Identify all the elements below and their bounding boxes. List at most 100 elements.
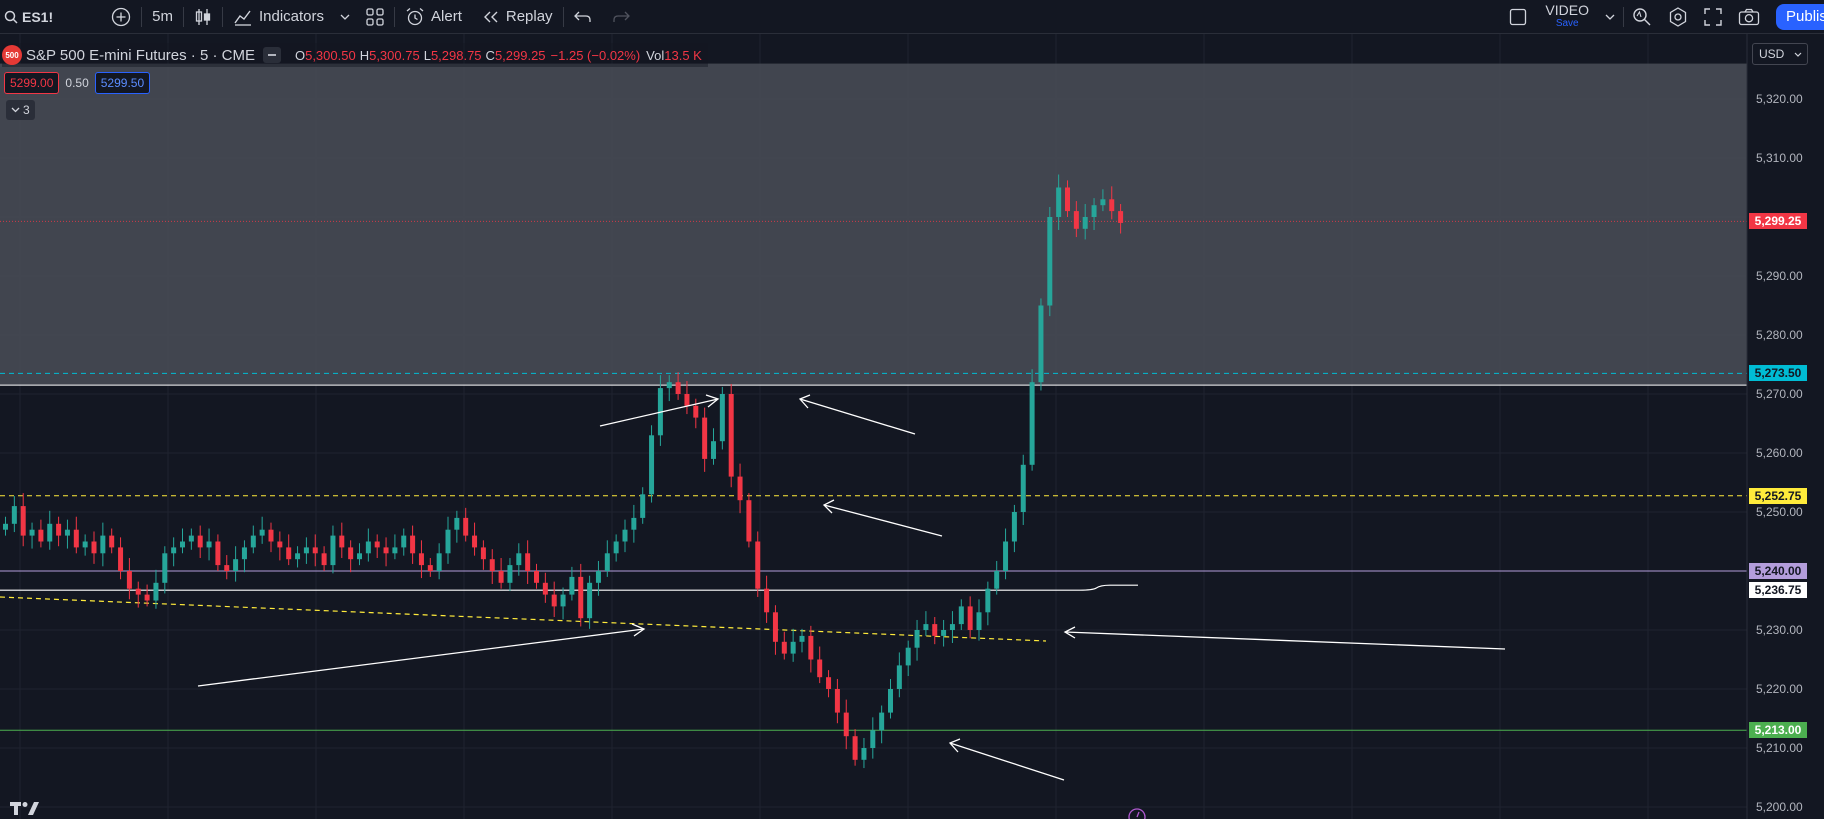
toolbar-divider xyxy=(221,6,223,27)
timezone-icon[interactable] xyxy=(1128,806,1146,819)
candle-body xyxy=(1003,541,1009,571)
square-icon xyxy=(1510,8,1527,25)
interval-button[interactable]: 5m xyxy=(142,0,183,33)
candle-body xyxy=(233,559,239,571)
candle-body xyxy=(348,547,354,560)
candle-body xyxy=(932,624,938,636)
candle-body xyxy=(834,689,840,713)
symbol-search[interactable]: ES1! xyxy=(0,0,63,33)
tradingview-logo[interactable] xyxy=(10,800,40,816)
candle-body xyxy=(277,541,283,548)
candle-body xyxy=(1065,187,1070,212)
alert-button[interactable]: Alert xyxy=(395,0,472,33)
candle-body xyxy=(595,571,601,583)
price-tick-label: 5,250.00 xyxy=(1756,505,1803,519)
arrow-annotation xyxy=(1063,626,1506,650)
yellow-trendline[interactable] xyxy=(0,596,1047,642)
price-tick-label: 5,280.00 xyxy=(1756,328,1803,342)
settings-button[interactable] xyxy=(1660,0,1696,33)
save-link[interactable]: Save xyxy=(1555,17,1579,29)
quick-search-button[interactable] xyxy=(1624,0,1660,33)
layouts-button[interactable] xyxy=(356,0,394,33)
layout-name-button[interactable]: VIDEO Save xyxy=(1537,1,1597,30)
candle-body xyxy=(1011,512,1017,542)
camera-icon xyxy=(1738,8,1760,25)
fullscreen-button[interactable] xyxy=(1696,0,1730,33)
layout-select-button[interactable] xyxy=(1499,0,1537,33)
indicators-dropdown[interactable] xyxy=(334,0,356,33)
candle-body xyxy=(1056,187,1062,217)
buy-price-button[interactable]: 5299.50 xyxy=(94,72,151,94)
candle-body xyxy=(357,553,362,560)
candle-body xyxy=(64,529,70,536)
toolbar-divider xyxy=(562,6,564,27)
indicators-toggle[interactable]: 3 xyxy=(6,100,35,120)
candle-body xyxy=(1038,305,1044,383)
candle-body xyxy=(109,535,115,548)
candle-body xyxy=(967,606,973,630)
price-tick-label: 5,290.00 xyxy=(1756,269,1803,283)
candle-body xyxy=(569,576,575,595)
resistance-zone[interactable] xyxy=(0,63,1747,386)
candle-body xyxy=(941,630,947,636)
candle-body xyxy=(365,541,371,554)
arrow-annotation xyxy=(822,499,943,537)
candle-body xyxy=(339,535,345,548)
replay-button[interactable]: Replay xyxy=(472,0,563,33)
replay-label: Replay xyxy=(505,8,553,25)
price-axis-background xyxy=(1748,34,1824,819)
volume-value: 13.5 K xyxy=(664,47,702,63)
high-value: 5,300.75 xyxy=(369,47,420,63)
candle-body xyxy=(578,576,584,619)
toolbar-divider xyxy=(1623,6,1624,27)
legend-collapse-button[interactable] xyxy=(262,47,281,63)
indicators-button[interactable]: Indicators xyxy=(223,0,334,33)
symbol-label: ES1! xyxy=(22,8,54,25)
currency-select[interactable]: USD xyxy=(1752,43,1808,65)
candle-body xyxy=(542,582,548,595)
price-tick-label: 5,230.00 xyxy=(1756,623,1803,637)
candle-body xyxy=(118,547,124,571)
candle-body xyxy=(799,635,805,642)
candles-icon xyxy=(195,8,211,25)
candle-body xyxy=(250,535,256,548)
candle-body xyxy=(126,571,132,589)
redo-button[interactable] xyxy=(602,0,640,33)
candle-body xyxy=(29,529,35,536)
candle-body xyxy=(1091,205,1097,217)
top-toolbar: ES1! 5m Indicators Alert Replay VIDEO xyxy=(0,0,1824,34)
candle-body xyxy=(418,553,424,566)
instrument-title[interactable]: S&P 500 E-mini Futures · 5 · CME xyxy=(26,46,255,64)
candle-body xyxy=(1082,217,1088,229)
candle-body xyxy=(224,565,230,571)
undo-button[interactable] xyxy=(564,0,602,33)
candle-body xyxy=(38,529,44,542)
candle-body xyxy=(20,506,26,536)
candle-body xyxy=(73,529,79,548)
candle-body xyxy=(259,529,265,536)
layout-dropdown[interactable] xyxy=(1597,0,1623,33)
open-key: O xyxy=(294,47,306,63)
candle-body xyxy=(463,517,469,536)
candle-body xyxy=(162,553,168,583)
candle-body xyxy=(1020,464,1026,512)
sell-price-button[interactable]: 5299.00 xyxy=(4,72,60,94)
chart-type-button[interactable] xyxy=(184,0,222,33)
candle-body xyxy=(286,547,292,560)
publish-button[interactable]: Publish xyxy=(1776,3,1824,30)
candle-body xyxy=(551,594,557,607)
annotation-arrows[interactable] xyxy=(197,394,1506,781)
candle-body xyxy=(534,571,539,583)
candle-body xyxy=(764,588,770,613)
snapshot-button[interactable] xyxy=(1730,0,1768,33)
open-value: 5,300.50 xyxy=(305,47,356,63)
candle-body xyxy=(454,517,460,530)
low-key: L xyxy=(423,47,431,63)
candle-body xyxy=(560,594,566,607)
compare-button[interactable] xyxy=(63,0,141,33)
layout-name: VIDEO xyxy=(1545,1,1589,18)
vwap-line[interactable] xyxy=(0,584,1138,591)
price-tick-label: 5,310.00 xyxy=(1756,151,1803,165)
horizontal-levels[interactable] xyxy=(0,220,1747,731)
